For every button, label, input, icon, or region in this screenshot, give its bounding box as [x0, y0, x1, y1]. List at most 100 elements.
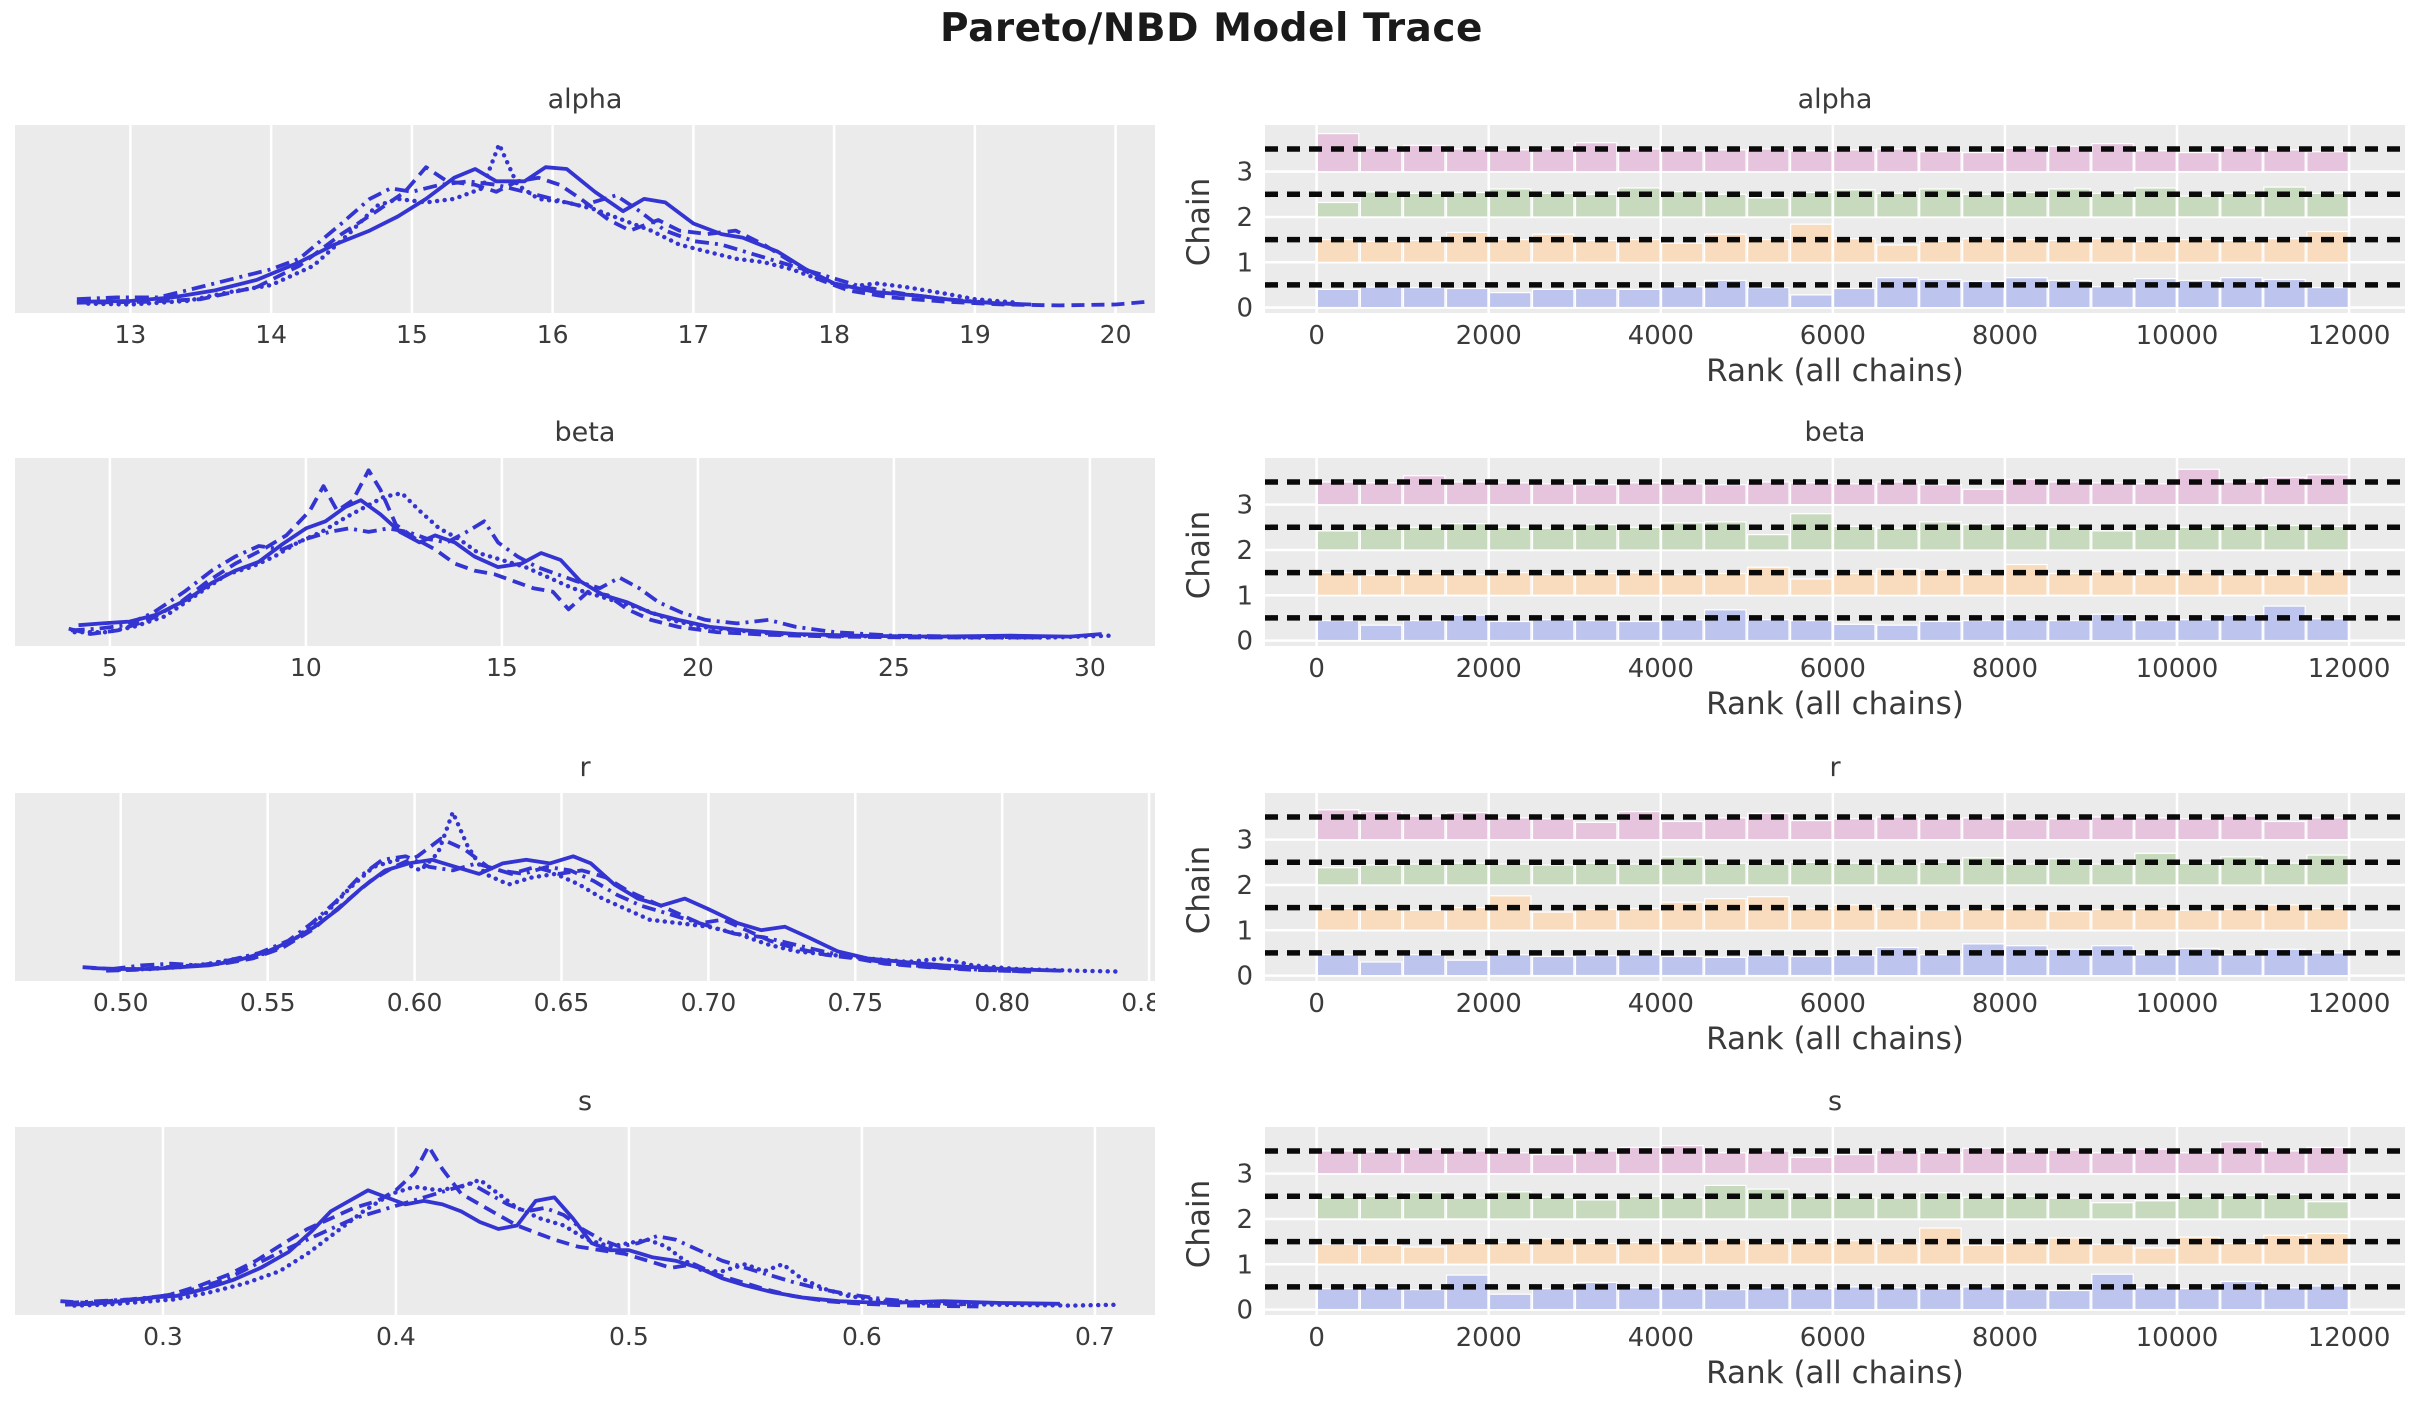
rank-bar: [1876, 1197, 1919, 1220]
x-tick-label: 0.3: [143, 1322, 183, 1351]
rank-bar: [1832, 1196, 1876, 1220]
rank-bar: [1703, 609, 1747, 642]
rank-bar: [1618, 526, 1661, 551]
rank-bar: [1746, 955, 1790, 977]
rank-bar: [1531, 619, 1575, 642]
rank-bar: [1703, 817, 1747, 841]
rank-bar: [2091, 1273, 2134, 1311]
rank-bars-chain-1: [1316, 563, 2349, 596]
rank-bar: [2306, 907, 2349, 931]
rank-bar: [1402, 620, 1446, 642]
x-tick-label: 15: [396, 320, 428, 349]
x-tick-label: 6000: [1800, 989, 1866, 1019]
x-tick-label: 0.7: [1075, 1322, 1115, 1351]
rank-bar: [1789, 861, 1833, 886]
rank-bar: [1661, 573, 1704, 596]
rank-bar: [2091, 482, 2134, 506]
rank-bar: [2134, 483, 2177, 506]
rank-bar: [1488, 571, 1532, 596]
rank-bar: [1876, 244, 1919, 263]
rank-bar: [1359, 1287, 1403, 1311]
rank-bar: [1876, 1242, 1919, 1265]
y-axis-label: Chain: [1185, 846, 1217, 935]
rank-bar: [1445, 862, 1489, 886]
rank-bar: [1316, 1150, 1360, 1175]
rank-bar: [1316, 1288, 1360, 1311]
rank-title-s: s: [1827, 1086, 1843, 1117]
rank-bar: [1574, 821, 1618, 841]
x-tick-label: 0.70: [681, 988, 737, 1017]
rank-bar: [1876, 192, 1919, 218]
rank-bar: [1618, 1287, 1661, 1311]
rank-bar: [1661, 1288, 1704, 1311]
rank-bar: [2306, 817, 2349, 841]
rank-bar: [1574, 572, 1618, 596]
x-tick-label: 20: [682, 653, 714, 682]
rank-bar: [1618, 1195, 1661, 1220]
rank-bar: [2091, 863, 2134, 886]
rank-bar: [1832, 238, 1876, 263]
rank-bar: [2048, 526, 2091, 551]
plot-background: [15, 125, 1155, 313]
x-tick-label: 16: [537, 320, 569, 349]
rank-bar: [1316, 201, 1360, 218]
rank-bar: [1876, 907, 1919, 931]
rank-bars-chain-2: [1316, 852, 2349, 886]
rank-bar: [1661, 286, 1704, 309]
rank-bar: [1402, 239, 1446, 263]
y-axis-label: Chain: [1185, 1180, 1217, 1269]
rank-bar: [1746, 619, 1790, 642]
x-axis-label: Rank (all chains): [1706, 1355, 1964, 1391]
rank-bar: [2134, 852, 2177, 886]
rank-bar: [1531, 483, 1575, 506]
rank-bar: [1316, 954, 1360, 977]
x-tick-label: 15: [486, 653, 518, 682]
rank-bar: [1316, 133, 1360, 173]
rank-bar: [1876, 481, 1919, 506]
y-tick-label: 1: [1236, 916, 1253, 946]
x-tick-label: 12000: [2308, 654, 2391, 684]
rank-bar: [2048, 818, 2091, 841]
rank-bar: [1962, 1244, 2005, 1265]
rank-bar: [2306, 151, 2349, 173]
rank-bar: [1919, 484, 1962, 506]
rank-bar: [2048, 1289, 2091, 1311]
rank-bar: [2005, 1241, 2048, 1265]
x-tick-label: 0.4: [376, 1322, 416, 1351]
rank-bar: [1445, 906, 1489, 931]
rank-bar: [1488, 1152, 1532, 1175]
rank-bar: [1618, 148, 1661, 173]
rank-plot-r: 0 2000 4000 6000 8000 10000 12000 0 1 2 3 Chain Rank…: [1185, 793, 2423, 1063]
rank-bar: [1402, 954, 1446, 977]
x-tick-label: 4000: [1628, 321, 1694, 351]
rank-bars-chain-3: [1316, 1141, 2349, 1175]
rank-bar: [1919, 909, 1962, 931]
rank-bar: [2306, 1201, 2349, 1220]
rank-bar: [2220, 573, 2263, 596]
y-tick-label: 0: [1236, 627, 1253, 657]
plot-background: [15, 458, 1155, 646]
rank-bar: [1488, 526, 1532, 551]
x-tick-label: 12000: [2308, 321, 2391, 351]
plot-background: [15, 793, 1155, 981]
y-tick-label: 2: [1236, 536, 1253, 566]
kde-curve-chain-1: [76, 165, 1147, 308]
rank-bar: [1316, 571, 1360, 596]
rank-bar: [1962, 620, 2005, 642]
rank-bar: [2134, 240, 2177, 263]
kde-plot-s: 0.3 0.4 0.5 0.6 0.7: [15, 1127, 1155, 1359]
rank-bar: [2220, 239, 2263, 263]
kde-curve-chain-3: [82, 854, 1032, 974]
x-tick-label: 5: [102, 653, 118, 682]
rank-bar: [2048, 910, 2091, 931]
x-tick-label: 0.85: [1121, 988, 1155, 1017]
rank-bar: [1703, 1289, 1747, 1311]
rank-bar: [2134, 907, 2177, 931]
rank-bar: [2220, 954, 2263, 977]
rank-bar: [1316, 907, 1360, 931]
x-tick-label: 8000: [1972, 654, 2038, 684]
rank-bar: [2134, 817, 2177, 841]
rank-bar: [1832, 1154, 1876, 1175]
rank-bar: [1359, 527, 1403, 551]
x-tick-label: 13: [115, 320, 147, 349]
